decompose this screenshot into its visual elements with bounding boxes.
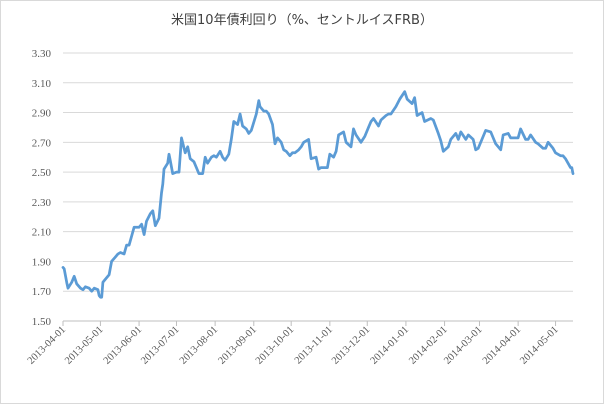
gridlines — [63, 52, 573, 292]
x-tick-label: 2014-01-01 — [369, 324, 411, 366]
x-tick-label: 2013-07-01 — [139, 324, 181, 366]
x-tick-label: 2013-08-01 — [178, 324, 220, 366]
y-tick-label: 2.30 — [32, 197, 52, 209]
y-tick-label: 2.90 — [32, 108, 52, 120]
x-tick-label: 2013-10-01 — [254, 324, 296, 366]
y-tick-label: 3.10 — [32, 78, 52, 90]
x-tick-label: 2013-04-01 — [26, 324, 68, 366]
y-tick-label: 1.50 — [32, 316, 52, 328]
x-tick-label: 2013-11-01 — [293, 324, 335, 366]
y-axis-tick-labels: 1.50 1.70 1.90 2.10 2.30 2.50 2.70 2.90 3.10 3.30 — [32, 48, 52, 328]
y-tick-label: 2.70 — [32, 137, 52, 149]
x-tick-label: 2013-06-01 — [102, 324, 144, 366]
x-tick-label: 2013-12-01 — [330, 324, 372, 366]
y-tick-label: 1.70 — [32, 286, 52, 298]
y-tick-label: 3.30 — [32, 48, 52, 60]
series-lines — [61, 90, 575, 299]
y-tick-label: 2.10 — [32, 227, 52, 239]
y-tick-label: 2.50 — [32, 167, 52, 179]
y-tick-label: 1.90 — [32, 256, 52, 268]
x-tick-label: 2014-03-01 — [442, 324, 484, 366]
x-tick-label: 2013-09-01 — [216, 324, 258, 366]
x-axis-tick-labels: 2013-04-012013-05-012013-06-012013-07-01… — [26, 324, 561, 366]
x-tick-label: 2014-05-01 — [518, 324, 560, 366]
x-tick-label: 2013-05-01 — [63, 324, 105, 366]
x-axis — [62, 320, 573, 326]
x-tick-label: 2014-04-01 — [481, 324, 523, 366]
series-line — [61, 90, 575, 299]
chart-title: 米国10年債利回り（%、セントルイスFRB） — [171, 13, 433, 28]
